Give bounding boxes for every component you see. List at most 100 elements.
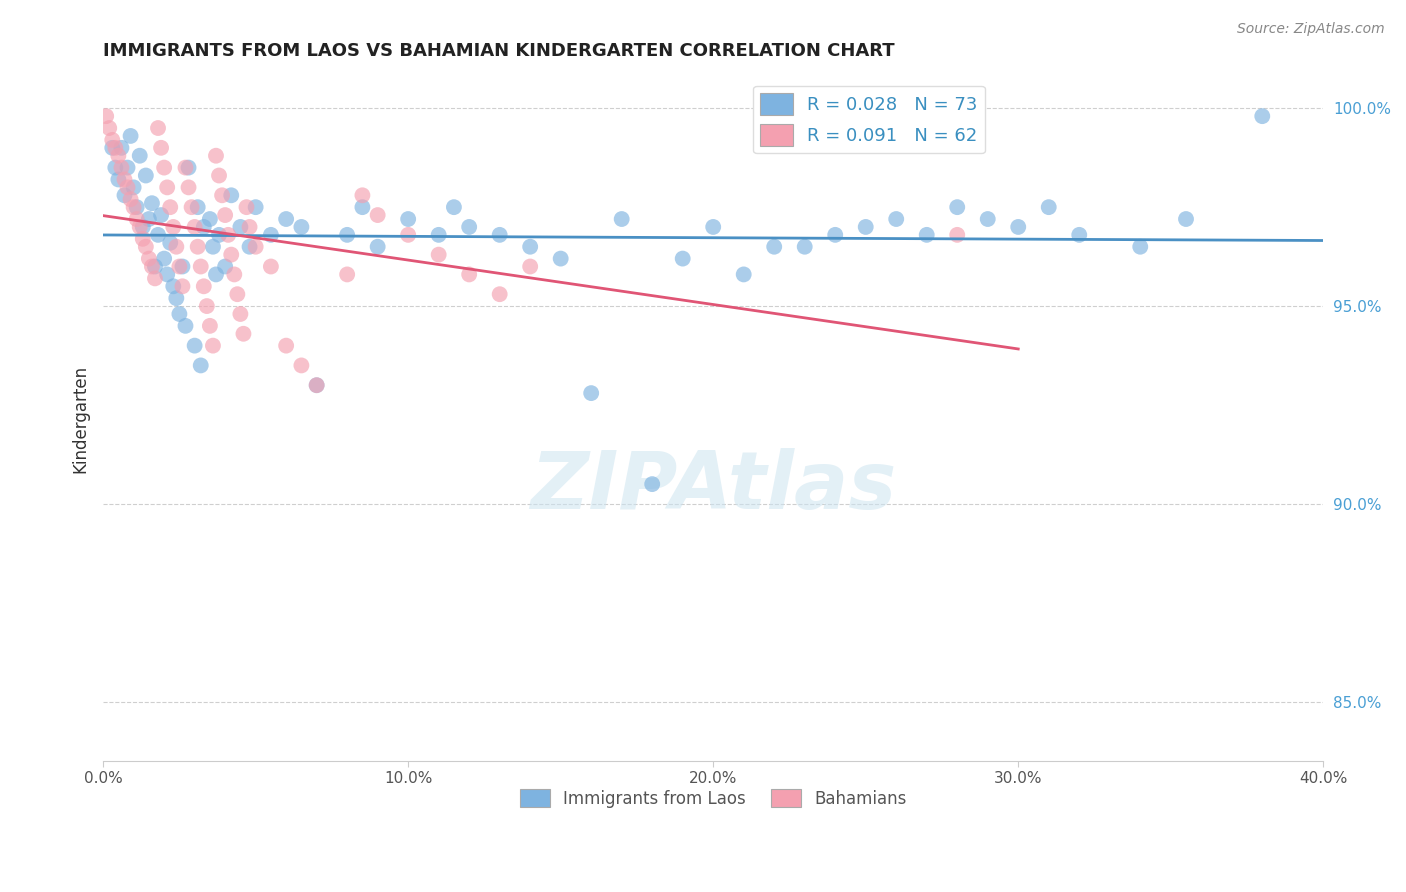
Point [224, 268, 246, 282]
Point [367, 208, 389, 222]
Point [946, 227, 969, 242]
Point [159, 235, 181, 250]
Point [101, 133, 124, 147]
Point [201, 338, 224, 352]
Point [208, 169, 231, 183]
Point [162, 219, 184, 234]
Point [579, 386, 602, 401]
Point [174, 161, 197, 175]
Point [205, 149, 228, 163]
Point [458, 268, 481, 282]
Point [352, 188, 374, 202]
Text: Source: ZipAtlas.com: Source: ZipAtlas.com [1237, 22, 1385, 37]
Point [245, 240, 267, 254]
Point [290, 359, 312, 373]
Point [336, 268, 359, 282]
Point [190, 260, 212, 274]
Point [793, 240, 815, 254]
Point [198, 212, 221, 227]
Point [174, 318, 197, 333]
Point [169, 307, 191, 321]
Point [183, 219, 205, 234]
Point [162, 279, 184, 293]
Point [290, 219, 312, 234]
Point [177, 161, 200, 175]
Point [156, 180, 179, 194]
Point [763, 240, 786, 254]
Point [143, 260, 166, 274]
Point [177, 180, 200, 194]
Point [1038, 200, 1060, 214]
Point [238, 240, 260, 254]
Point [125, 212, 148, 227]
Y-axis label: Kindergarten: Kindergarten [72, 365, 89, 473]
Point [153, 161, 176, 175]
Point [276, 212, 298, 227]
Point [396, 212, 419, 227]
Point [519, 240, 541, 254]
Point [165, 240, 187, 254]
Point [733, 268, 755, 282]
Point [201, 240, 224, 254]
Point [125, 200, 148, 214]
Point [110, 161, 132, 175]
Point [138, 252, 160, 266]
Point [352, 200, 374, 214]
Point [305, 378, 328, 392]
Point [114, 188, 136, 202]
Point [193, 279, 215, 293]
Point [96, 109, 118, 123]
Point [824, 227, 846, 242]
Point [305, 378, 328, 392]
Point [132, 219, 155, 234]
Point [101, 141, 124, 155]
Point [187, 240, 209, 254]
Point [946, 200, 969, 214]
Point [488, 287, 510, 301]
Point [187, 200, 209, 214]
Point [183, 338, 205, 352]
Point [367, 240, 389, 254]
Point [117, 161, 139, 175]
Point [229, 307, 252, 321]
Point [610, 212, 633, 227]
Point [128, 219, 150, 234]
Point [211, 188, 233, 202]
Point [128, 149, 150, 163]
Point [172, 279, 194, 293]
Point [915, 227, 938, 242]
Point [977, 212, 1000, 227]
Text: ZIPAtlas: ZIPAtlas [530, 449, 897, 526]
Point [672, 252, 695, 266]
Point [702, 219, 724, 234]
Point [122, 180, 145, 194]
Point [122, 200, 145, 214]
Point [195, 299, 218, 313]
Point [260, 260, 283, 274]
Point [143, 271, 166, 285]
Point [135, 169, 157, 183]
Point [208, 227, 231, 242]
Point [146, 121, 169, 136]
Point [443, 200, 465, 214]
Point [214, 208, 236, 222]
Point [180, 200, 202, 214]
Point [1069, 227, 1091, 242]
Point [641, 477, 664, 491]
Point [205, 268, 228, 282]
Point [193, 219, 215, 234]
Point [260, 227, 283, 242]
Point [146, 227, 169, 242]
Point [141, 196, 163, 211]
Point [150, 208, 173, 222]
Point [219, 188, 242, 202]
Point [276, 338, 298, 352]
Text: IMMIGRANTS FROM LAOS VS BAHAMIAN KINDERGARTEN CORRELATION CHART: IMMIGRANTS FROM LAOS VS BAHAMIAN KINDERG… [103, 42, 894, 60]
Point [1129, 240, 1152, 254]
Point [120, 128, 142, 143]
Point [190, 359, 212, 373]
Point [172, 260, 194, 274]
Point [458, 219, 481, 234]
Point [336, 227, 359, 242]
Point [214, 260, 236, 274]
